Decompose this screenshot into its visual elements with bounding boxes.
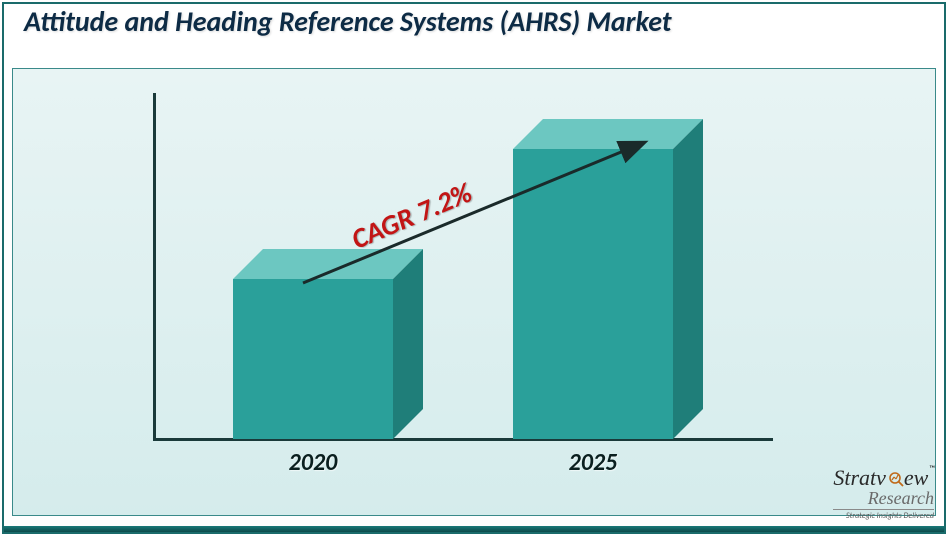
logo-line1a: Stratv xyxy=(833,467,886,489)
logo-line2: Research xyxy=(833,489,934,507)
stratview-logo: Stratv ew™ Research Strategic Insights D… xyxy=(833,467,934,520)
y-axis xyxy=(153,93,156,441)
bar-2020 xyxy=(233,249,423,439)
bar-side xyxy=(673,119,703,439)
logo-tagline: Strategic Insights Delivered xyxy=(833,509,934,520)
plot-area: 2020 2025 CAGR 7.2% xyxy=(153,93,773,473)
bar-top xyxy=(513,119,703,149)
logo-tm: ™ xyxy=(929,464,935,474)
x-label-2025: 2025 xyxy=(569,448,618,477)
bar-2025 xyxy=(513,119,703,439)
page-title: Attitude and Heading Reference Systems (… xyxy=(24,4,671,39)
cagr-label: CAGR 7.2% xyxy=(346,175,477,257)
bar-front xyxy=(513,149,673,439)
chart-panel: 2020 2025 CAGR 7.2% xyxy=(12,68,936,516)
bottom-accent-bar xyxy=(4,526,944,532)
bar-side xyxy=(393,249,423,439)
logo-line1b: ew xyxy=(904,467,928,489)
bar-top xyxy=(233,249,423,279)
x-label-2020: 2020 xyxy=(289,448,338,477)
bar-front xyxy=(233,279,393,439)
